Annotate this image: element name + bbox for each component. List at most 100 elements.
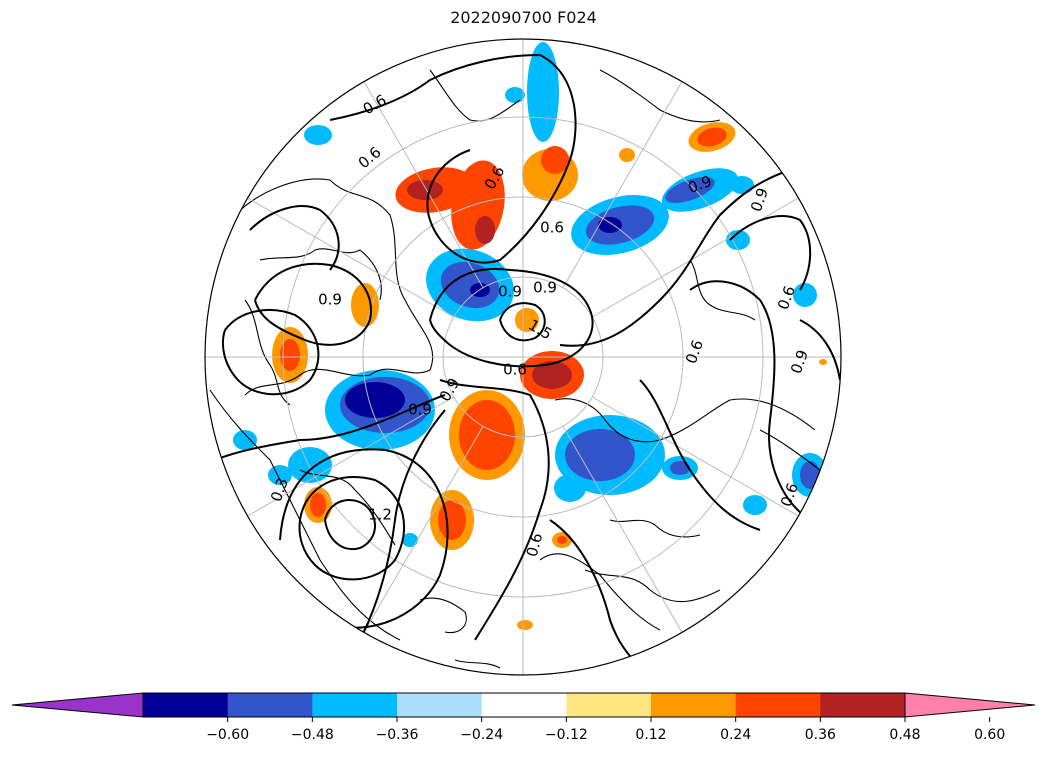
contour-line	[324, 499, 376, 551]
contour-label: 0.6	[540, 219, 564, 237]
colorbar-tick-label: −0.12	[545, 727, 588, 743]
anomaly-region	[557, 536, 567, 544]
meridian-line	[592, 197, 799, 318]
colorbar-cell	[227, 693, 313, 717]
anomaly-region	[233, 430, 257, 450]
coastline	[609, 519, 701, 538]
contour-label: 0.9	[533, 279, 557, 297]
colorbar-cell	[820, 693, 906, 717]
meridian-line	[247, 396, 454, 517]
anomaly-region	[459, 400, 515, 470]
colorbar-extend-low	[11, 692, 144, 718]
coastline	[584, 569, 721, 603]
colorbar-cell	[143, 693, 229, 717]
polar-map: 0.60.60.60.60.60.60.60.60.9 0.9 0.90.90.90…	[204, 38, 842, 676]
contour-label: 0.6	[503, 361, 527, 379]
meridian-line	[363, 81, 484, 288]
map-boundary	[204, 38, 842, 676]
coastline	[599, 69, 721, 123]
colorbar-tick-label: 0.60	[974, 727, 1005, 743]
coastline	[209, 389, 401, 641]
contour-line	[499, 302, 546, 342]
colorbar-ticks: −0.60 −0.48 −0.36 −0.24 −0.12 0.12 0.24 0.36 0.4…	[206, 717, 1005, 743]
colorbar-tick-label: 0.48	[889, 727, 920, 743]
contour-line	[729, 215, 812, 291]
anomaly-region	[565, 429, 635, 481]
meridian-line	[562, 426, 683, 633]
colorbar-cells	[11, 692, 1036, 718]
coastline	[689, 259, 756, 321]
anomaly-region	[310, 493, 326, 517]
coastline	[419, 597, 467, 634]
contour-label: 0.6	[523, 531, 547, 559]
meridian-line	[247, 197, 454, 318]
colorbar-extend-high	[904, 692, 1036, 718]
anomaly-region	[541, 146, 569, 174]
chart-title: 2022090700 F024	[450, 8, 597, 27]
anomaly-fields	[233, 42, 828, 630]
anomaly-region	[670, 461, 690, 475]
anomaly-region	[598, 217, 622, 233]
contour-line	[214, 394, 446, 461]
colorbar-tick-label: −0.60	[206, 727, 249, 743]
meridian-line	[363, 426, 484, 633]
anomaly-region	[407, 180, 443, 200]
anomaly-region	[554, 474, 586, 502]
colorbar-tick-label: 0.12	[635, 727, 666, 743]
contour-line	[329, 53, 577, 264]
contour-line	[254, 262, 372, 346]
contour-line	[429, 268, 594, 368]
anomaly-region	[730, 176, 754, 194]
anomaly-region	[280, 339, 300, 371]
anomaly-region	[505, 87, 525, 103]
colorbar-cell	[481, 693, 567, 717]
anomaly-region	[438, 500, 466, 540]
meridian-line	[592, 396, 799, 517]
anomaly-region	[665, 177, 715, 203]
coastline	[429, 69, 521, 122]
colorbar-tick-label: −0.24	[460, 727, 503, 743]
contour-line	[799, 319, 841, 381]
contour-line	[298, 475, 406, 581]
colorbar-frame	[142, 692, 906, 718]
contour-label: 1.2	[368, 506, 392, 524]
contour-line	[559, 169, 791, 347]
colorbar-tick-label: 0.36	[805, 727, 836, 743]
coastline	[299, 469, 396, 546]
colorbar-tick-label: 0.24	[720, 727, 751, 743]
anomaly-region	[743, 495, 767, 515]
anomaly-region	[351, 283, 379, 327]
colorbar-tick-label: −0.36	[376, 727, 419, 743]
contour-line	[221, 309, 320, 396]
contour-line	[439, 379, 550, 641]
anomaly-region	[793, 283, 817, 307]
anomaly-region	[515, 308, 539, 332]
contour-label: 0.9	[498, 283, 522, 301]
anomaly-region	[440, 261, 500, 309]
anomaly-region	[697, 127, 727, 147]
anomaly-region	[619, 148, 635, 162]
anomaly-region	[345, 382, 405, 418]
colorbar-cell	[312, 693, 398, 717]
anomaly-region	[819, 359, 827, 365]
coastline	[234, 178, 434, 396]
contour-label: 0.9	[408, 401, 432, 419]
contour-line	[359, 409, 446, 641]
colorbar-cell	[397, 693, 483, 717]
contour-line	[639, 379, 761, 531]
contour-label: 0.9	[318, 291, 342, 309]
anomaly-region	[475, 216, 495, 244]
colorbar-cell	[566, 693, 652, 717]
coastline	[539, 553, 661, 631]
anomaly-region	[288, 447, 332, 483]
meridian-line	[562, 81, 683, 288]
contour-line	[249, 205, 340, 271]
anomaly-region	[800, 461, 820, 489]
coastline	[454, 659, 501, 669]
colorbar-cell	[651, 693, 737, 717]
colorbar-cell	[735, 693, 821, 717]
anomaly-region	[517, 620, 533, 630]
colorbar-tick-label: −0.48	[291, 727, 334, 743]
colorbar: −0.60 −0.48 −0.36 −0.24 −0.12 0.12 0.24 0.36 0.4…	[11, 692, 1036, 743]
contour-line	[279, 448, 449, 629]
